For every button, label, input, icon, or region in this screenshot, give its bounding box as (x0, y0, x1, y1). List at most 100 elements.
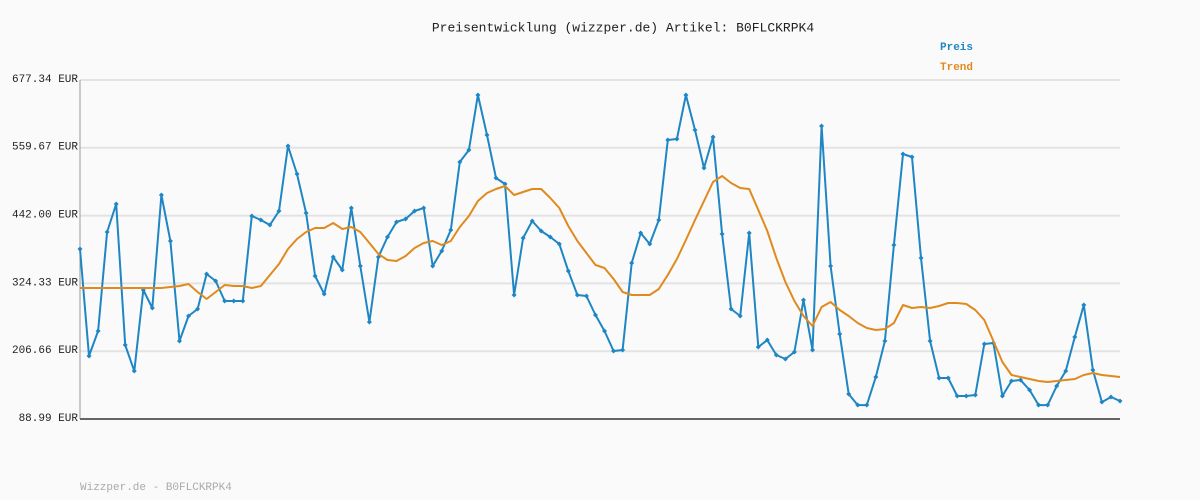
data-point (746, 230, 752, 236)
data-point (647, 241, 653, 247)
data-point (846, 391, 852, 397)
y-tick-label: 324.33 EUR (12, 277, 78, 289)
data-point (167, 238, 173, 244)
data-point (412, 208, 418, 214)
data-point (629, 260, 635, 266)
data-point (855, 402, 861, 408)
data-point (1072, 334, 1078, 340)
legend-label: Trend (940, 62, 973, 74)
data-point (638, 230, 644, 236)
data-point (728, 306, 734, 312)
data-point (936, 375, 942, 381)
data-point (403, 216, 409, 222)
data-point (231, 298, 237, 304)
data-point (204, 271, 210, 277)
data-point (176, 338, 182, 344)
data-point (538, 228, 544, 234)
data-point (357, 263, 363, 269)
data-point (800, 297, 806, 303)
data-point (909, 154, 915, 160)
data-point (330, 254, 336, 260)
data-point (1099, 399, 1105, 405)
data-point (900, 151, 906, 157)
data-point (611, 348, 617, 354)
data-point (1027, 387, 1033, 393)
data-point (1108, 394, 1114, 400)
data-point (339, 267, 345, 273)
data-point (122, 342, 128, 348)
series-line (80, 175, 1121, 383)
data-point (927, 338, 933, 344)
data-point (276, 208, 282, 214)
y-tick-label: 88.99 EUR (19, 413, 79, 425)
data-point (384, 234, 390, 240)
data-point (95, 328, 101, 334)
data-point (394, 219, 400, 225)
data-point (475, 92, 481, 98)
data-point (529, 218, 535, 224)
data-point (511, 292, 517, 298)
data-point (954, 393, 960, 399)
data-point (312, 273, 318, 279)
y-tick-label: 206.66 EUR (12, 345, 78, 357)
data-point (692, 127, 698, 133)
data-point (303, 210, 309, 216)
data-point (791, 349, 797, 355)
data-point (158, 192, 164, 198)
data-point (86, 353, 92, 359)
data-point (294, 171, 300, 177)
data-point (348, 205, 354, 211)
data-point (556, 241, 562, 247)
data-point (782, 356, 788, 362)
data-point (918, 255, 924, 261)
data-point (755, 344, 761, 350)
data-point (882, 338, 888, 344)
data-point (457, 159, 463, 165)
data-point (972, 392, 978, 398)
data-point (1054, 383, 1060, 389)
data-point (186, 313, 192, 319)
y-tick-label: 559.67 EUR (12, 142, 78, 154)
data-point (674, 136, 680, 142)
data-point (701, 165, 707, 171)
data-point (77, 246, 83, 252)
data-point (1008, 378, 1014, 384)
data-point (773, 352, 779, 358)
data-point (1036, 402, 1042, 408)
legend-label: Preis (940, 42, 973, 54)
data-point (873, 374, 879, 380)
data-point (737, 313, 743, 319)
data-point (502, 181, 508, 187)
data-point (104, 229, 110, 235)
data-point (213, 278, 219, 284)
data-point (1117, 398, 1123, 404)
data-point (267, 222, 273, 228)
data-point (583, 293, 589, 299)
data-point (620, 347, 626, 353)
data-point (1081, 302, 1087, 308)
data-point (520, 235, 526, 241)
data-point (999, 393, 1005, 399)
data-point (249, 213, 255, 219)
data-point (1045, 402, 1051, 408)
data-point (891, 242, 897, 248)
data-point (810, 347, 816, 353)
data-point (565, 268, 571, 274)
y-tick-label: 677.34 EUR (12, 74, 78, 86)
data-point (1090, 367, 1096, 373)
data-point (448, 227, 454, 233)
data-point (592, 312, 598, 318)
y-tick-label: 442.00 EUR (12, 210, 78, 222)
data-point (981, 341, 987, 347)
data-point (828, 263, 834, 269)
data-point (710, 134, 716, 140)
data-point (113, 201, 119, 207)
data-point (764, 337, 770, 343)
data-point (665, 137, 671, 143)
data-point (656, 217, 662, 223)
data-point (439, 248, 445, 254)
data-point (837, 331, 843, 337)
data-point (466, 147, 472, 153)
